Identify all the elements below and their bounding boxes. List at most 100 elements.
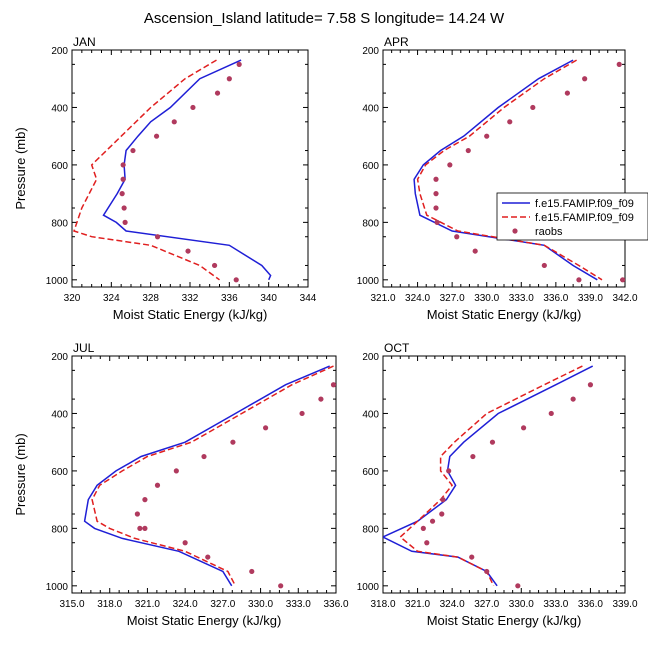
raobs-point [154, 482, 161, 488]
raobs-point [236, 61, 242, 67]
raobs-point [420, 525, 426, 531]
raobs-point [263, 425, 269, 431]
model-line-2 [73, 59, 220, 281]
legend-label: raobs [535, 226, 563, 238]
raobs-point [530, 104, 536, 111]
x-tick-label: 315.0 [59, 599, 84, 610]
x-axis-label: Moist Static Energy (kJ/kg) [427, 613, 582, 628]
y-tick-label: 600 [362, 467, 379, 478]
x-tick-label: 332 [182, 293, 199, 304]
x-tick-label: 336.0 [323, 599, 348, 610]
y-tick-label: 400 [362, 409, 379, 420]
raobs-point [570, 396, 576, 402]
raobs-point [278, 583, 284, 589]
model-line-1 [102, 59, 272, 281]
series-group [73, 59, 272, 283]
panel-label: JAN [73, 35, 96, 49]
y-tick-label: 600 [362, 161, 379, 172]
raobs-point [433, 205, 439, 211]
x-tick-label: 327.0 [440, 293, 465, 304]
x-tick-label: 336 [221, 293, 238, 304]
raobs-point [440, 497, 446, 503]
raobs-point [134, 511, 140, 517]
raobs-point [119, 191, 125, 197]
raobs-point [318, 396, 324, 402]
legend: f.e15.FAMIP.f09_f09 f.e15.FAMIP.f09_f09ra… [496, 192, 648, 241]
x-tick-label: 320 [64, 293, 81, 304]
x-tick-label: 344 [300, 293, 317, 304]
y-tick-label: 600 [51, 161, 68, 172]
x-tick-label: 333.0 [543, 599, 568, 610]
y-axis-label: Pressure (mb) [13, 127, 28, 209]
x-axis-label: Moist Static Energy (kJ/kg) [113, 307, 268, 322]
y-tick-label: 400 [362, 103, 379, 114]
raobs-point [507, 119, 513, 125]
figure-title: Ascension_Island latitude= 7.58 S longit… [144, 10, 505, 27]
x-tick-label: 330.0 [474, 293, 499, 304]
x-tick-label: 327.0 [474, 599, 499, 610]
raobs-point [154, 234, 161, 240]
panel-oct: OCT 318.0 321.0 324.0 327.0 330.0 333.0 336.0 33… [357, 341, 638, 628]
x-tick-label: 336.0 [543, 293, 568, 304]
y-axis-label: Pressure (mb) [13, 433, 28, 515]
raobs-point [201, 453, 207, 460]
y-tick-label: 200 [51, 46, 68, 57]
raobs-point [472, 248, 478, 254]
x-tick-label: 339.0 [578, 293, 603, 304]
raobs-point [230, 439, 236, 445]
raobs-point [122, 219, 128, 225]
raobs-point [454, 234, 460, 240]
x-tick-label: 324.0 [405, 293, 430, 304]
panel-label: APR [384, 35, 409, 49]
raobs-point [548, 410, 554, 417]
y-tick-label: 1000 [357, 276, 380, 287]
raobs-point [120, 162, 126, 168]
model-line-1 [383, 365, 594, 587]
x-tick-label: 333.0 [509, 293, 534, 304]
y-tick-label: 800 [51, 524, 68, 535]
raobs-point [142, 497, 148, 503]
y-tick-label: 800 [362, 524, 379, 535]
panel-apr: APR 321.0 324.0 327.0 330.0 333.0 336.0 339.0 34… [357, 35, 638, 322]
raobs-point [249, 568, 255, 575]
raobs-point [233, 277, 239, 283]
x-axis-label: Moist Static Energy (kJ/kg) [127, 613, 282, 628]
x-tick-label: 333.0 [286, 599, 311, 610]
y-tick-label: 400 [51, 103, 68, 114]
y-tick-label: 200 [362, 352, 379, 363]
panel-label: OCT [384, 341, 410, 355]
raobs-point [190, 104, 196, 111]
plot-frame [382, 49, 626, 288]
raobs-point [446, 468, 452, 474]
x-tick-label: 324 [103, 293, 120, 304]
raobs-point [424, 540, 430, 546]
raobs-point [587, 382, 594, 388]
raobs-point [576, 277, 582, 283]
x-tick-label: 321.0 [405, 599, 430, 610]
y-tick-label: 1000 [357, 582, 380, 593]
y-tick-label: 800 [362, 218, 379, 229]
y-tick-label: 200 [51, 352, 68, 363]
raobs-point [121, 205, 127, 211]
raobs-point [205, 554, 211, 560]
model-line-2 [91, 365, 334, 587]
y-tick-label: 600 [51, 467, 68, 478]
raobs-point [226, 76, 232, 82]
panel-label: JUL [73, 341, 95, 355]
raobs-point [447, 162, 453, 168]
panels: JAN 320 324 328 332 336 340 344 200 400 600 800 1000… [13, 35, 638, 628]
raobs-point [429, 518, 436, 524]
raobs-point [616, 61, 622, 67]
x-tick-label: 318.0 [97, 599, 122, 610]
x-tick-label: 339.0 [612, 599, 637, 610]
x-tick-label: 336.0 [578, 599, 603, 610]
x-tick-label: 340 [260, 293, 277, 304]
x-tick-label: 324.0 [440, 599, 465, 610]
model-line-2 [399, 365, 583, 587]
y-tick-label: 1000 [46, 582, 69, 593]
raobs-point [171, 119, 177, 125]
y-tick-label: 200 [362, 46, 379, 57]
legend-marker [512, 228, 518, 234]
raobs-point [330, 382, 336, 388]
